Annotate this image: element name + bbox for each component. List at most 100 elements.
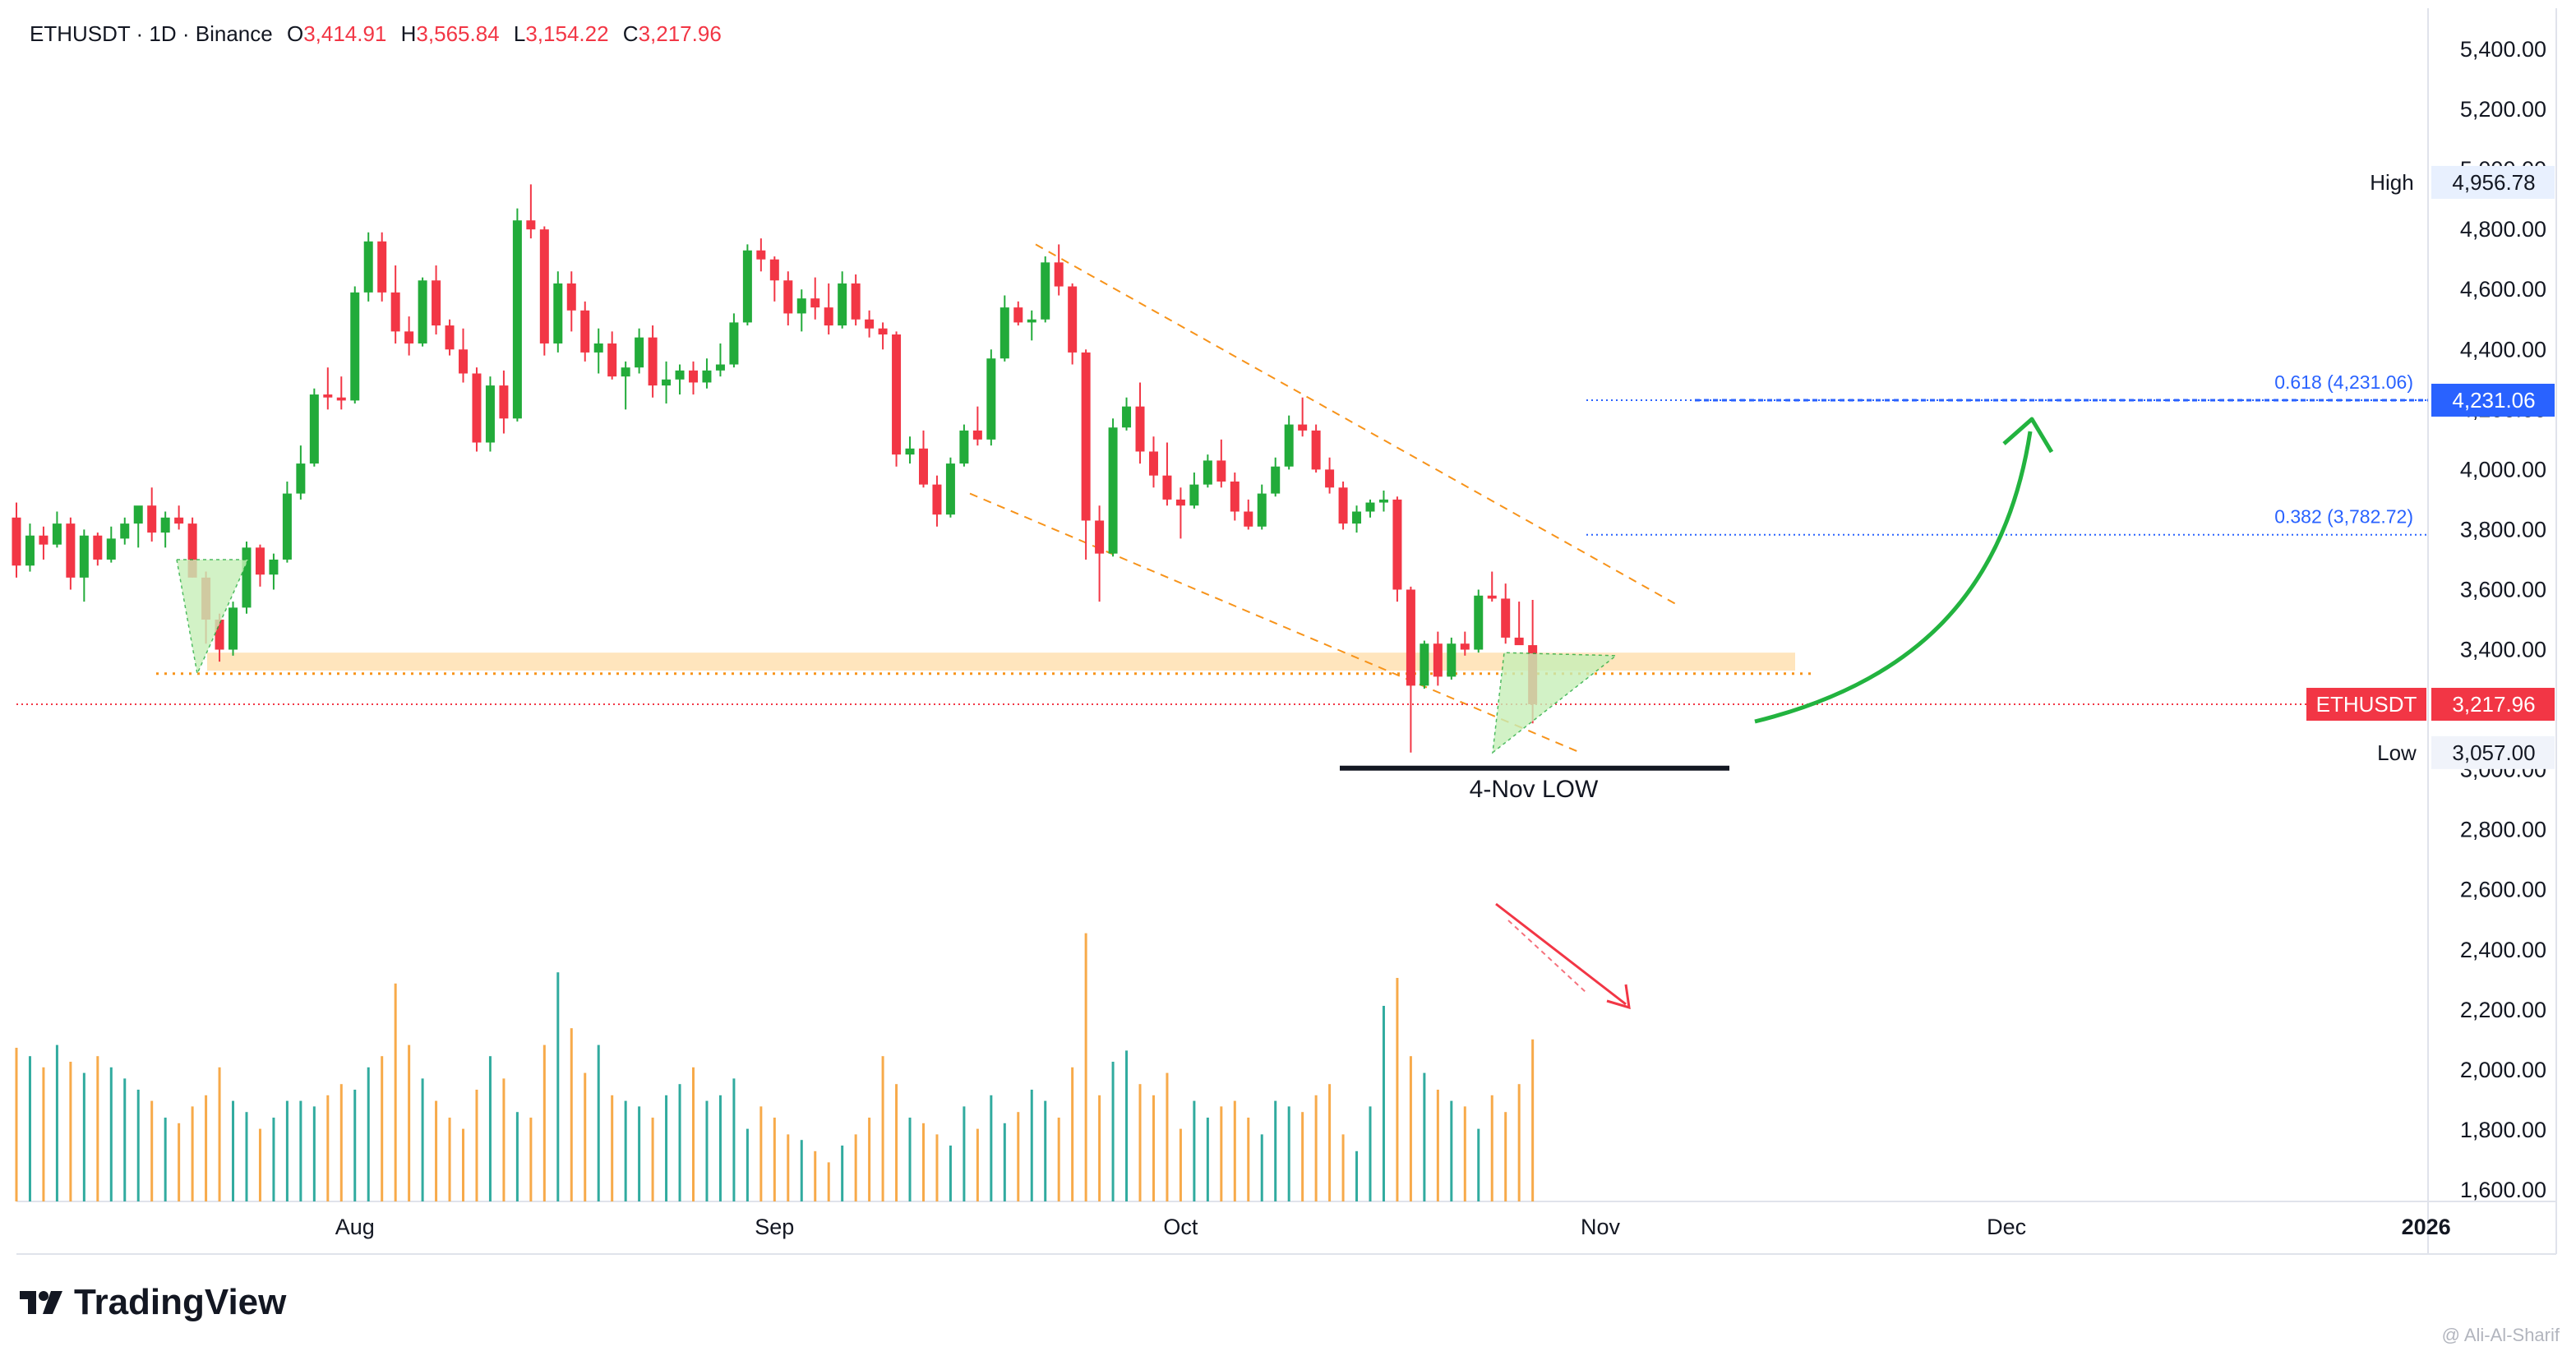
volume-layer: [15, 933, 1535, 1201]
volume-bar: [1260, 1134, 1263, 1201]
candle-body: [512, 220, 522, 419]
last-symbol-text: ETHUSDT: [2316, 692, 2417, 717]
candle-body: [1284, 424, 1294, 467]
candle-body: [756, 250, 766, 260]
candle-body: [932, 484, 942, 515]
candle-body: [1148, 451, 1158, 476]
volume-bar: [421, 1078, 424, 1201]
candle-body: [905, 448, 915, 455]
candle-body: [79, 535, 89, 578]
volume-bar: [921, 1123, 925, 1201]
volume-bar: [1166, 1072, 1169, 1201]
price-tick-label: 4,800.00: [2460, 217, 2546, 242]
volume-bar: [1355, 1150, 1359, 1201]
time-tick-label: 2026: [2402, 1215, 2451, 1239]
volume-bar: [475, 1090, 478, 1201]
volume-bar: [1328, 1084, 1332, 1201]
candle-body: [851, 283, 861, 320]
candle-body: [1175, 499, 1185, 506]
candle-body: [432, 280, 441, 326]
volume-bar: [96, 1056, 99, 1201]
left-triangle-pattern: [176, 559, 250, 676]
candle-body: [25, 535, 35, 566]
last-value-text: 3,217.96: [2452, 692, 2535, 717]
fib-382-label: 0.382 (3,782.72): [2274, 506, 2413, 528]
candle-body: [1013, 307, 1023, 323]
volume-bar: [1138, 1084, 1142, 1201]
candle-body: [147, 505, 157, 533]
candle-body: [566, 283, 576, 311]
tradingview-logo[interactable]: TradingView: [18, 1282, 286, 1323]
candle-body: [418, 280, 427, 344]
time-tick-label: Aug: [335, 1215, 375, 1239]
last-symbol-box: [2306, 688, 2426, 722]
volume-bar: [1193, 1100, 1196, 1201]
tradingview-brand-text: TradingView: [74, 1282, 287, 1322]
candle-body: [187, 523, 197, 578]
high-value: 3,565.84: [416, 21, 500, 46]
price-tick-label: 3,600.00: [2460, 577, 2546, 602]
volume-bar: [150, 1100, 154, 1201]
candle-body: [485, 385, 495, 443]
time-tick-label: Nov: [1581, 1215, 1621, 1239]
candle-body: [215, 620, 224, 650]
high-tag-box: [2361, 165, 2421, 199]
candle-body: [39, 535, 48, 545]
low-tag: Low 3,057.00: [2371, 735, 2555, 769]
low-value-text: 3,057.00: [2452, 740, 2535, 765]
volume-bar: [55, 1044, 58, 1201]
tradingview-logo-icon: [20, 1291, 62, 1314]
candle-body: [160, 517, 170, 533]
volume-bar: [1490, 1095, 1493, 1201]
time-axis[interactable]: Aug Sep Oct Nov Dec 2026: [335, 1215, 2451, 1239]
candle-body: [255, 547, 265, 575]
price-tick-label: 4,400.00: [2460, 337, 2546, 362]
right-triangle-pattern: [1492, 652, 1618, 754]
candle-body: [120, 523, 130, 539]
volume-bar: [15, 1048, 18, 1201]
time-tick-label: Oct: [1163, 1215, 1198, 1239]
candle-body: [1338, 487, 1348, 524]
volume-bar: [1450, 1100, 1453, 1201]
volume-bar: [814, 1150, 817, 1201]
candle-body: [1230, 481, 1240, 512]
volume-bar: [1044, 1100, 1047, 1201]
candle-body: [1392, 499, 1402, 590]
fib-618-value-text: 4,231.06: [2452, 388, 2535, 413]
candle-body: [229, 607, 238, 650]
volume-bar: [1098, 1095, 1101, 1201]
price-tick-label: 2,000.00: [2460, 1058, 2546, 1082]
candle-body: [309, 394, 319, 464]
last-price-tag: ETHUSDT 3,217.96: [2306, 688, 2555, 722]
volume-bar: [1084, 933, 1087, 1201]
volume-bar: [109, 1067, 113, 1201]
candle-body: [526, 220, 536, 230]
candle-body: [999, 307, 1009, 359]
volume-bar: [28, 1056, 31, 1201]
volume-bar: [976, 1128, 979, 1201]
candle-body: [1216, 460, 1226, 482]
volume-bar: [868, 1118, 871, 1201]
low-value: 3,154.22: [525, 21, 609, 46]
candle-body: [1447, 643, 1457, 677]
candle-body: [1433, 643, 1443, 677]
candle-body: [1311, 430, 1321, 470]
volume-bar: [895, 1084, 898, 1201]
volume-bar: [665, 1095, 668, 1201]
candle-body: [621, 367, 630, 377]
price-tick-label: 2,200.00: [2460, 998, 2546, 1022]
volume-bar: [82, 1072, 85, 1201]
volume-bar: [1463, 1106, 1466, 1201]
volume-bar: [1517, 1084, 1521, 1201]
volume-bar: [1287, 1106, 1290, 1201]
time-tick-label: Sep: [755, 1215, 794, 1239]
volume-decline-arrow: [1495, 902, 1627, 1006]
volume-bar: [299, 1100, 302, 1201]
volume-bar: [542, 1044, 546, 1201]
volume-bar: [1301, 1112, 1304, 1201]
volume-bar: [1382, 1006, 1385, 1201]
volume-bar: [597, 1044, 600, 1201]
price-axis[interactable]: 5,400.005,200.005,000.004,800.004,600.00…: [2460, 37, 2546, 1202]
volume-bar: [705, 1100, 709, 1201]
